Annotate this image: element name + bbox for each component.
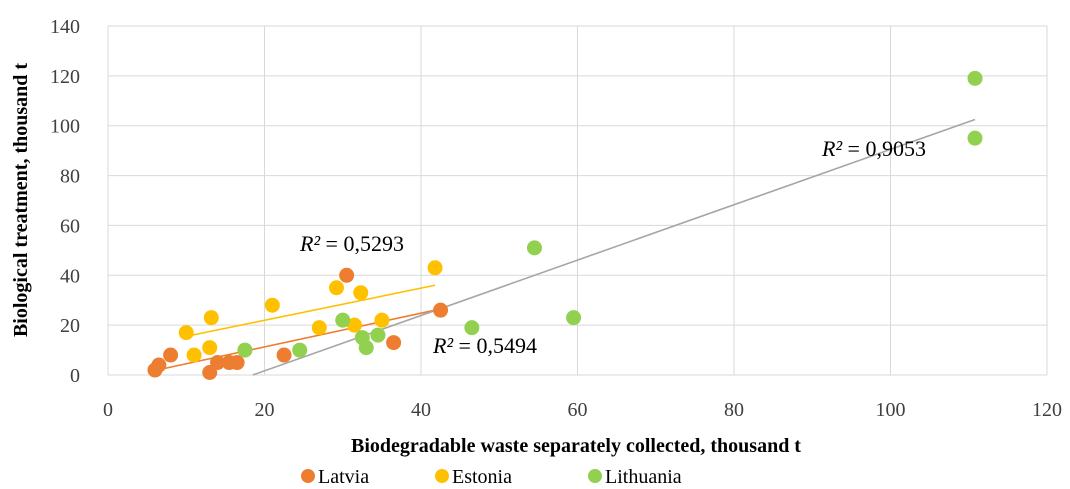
point-lithuania	[967, 130, 983, 146]
y-tick-label: 80	[60, 166, 80, 188]
point-lithuania	[358, 340, 374, 356]
tick-labels: 0 20 40 60 80 100 120 0 20 40 60 80 100 120 140	[50, 16, 1062, 421]
trendline-estonia	[186, 284, 436, 338]
gridlines	[107, 25, 1048, 376]
legend-item-latvia: Latvia	[301, 466, 369, 488]
r2-label-latvia: R² = 0,5494	[432, 333, 537, 358]
x-tick-label: 60	[568, 399, 588, 421]
x-tick-label: 80	[724, 399, 744, 421]
point-lithuania	[526, 240, 542, 256]
y-tick-label: 0	[70, 365, 80, 387]
y-tick-label: 140	[50, 16, 80, 38]
point-latvia	[386, 335, 402, 351]
r2-labels: R² = 0,5494 R² = 0,5293 R² = 0,9053	[299, 136, 926, 358]
y-tick-label: 20	[60, 315, 80, 337]
legend-marker	[435, 469, 449, 483]
point-lithuania	[292, 342, 308, 358]
y-axis-title: Biological treatment, thousand t	[10, 63, 32, 337]
x-tick-label: 40	[411, 399, 431, 421]
legend: Latvia Estonia Lithuania	[301, 466, 682, 488]
point-estonia	[353, 285, 369, 301]
legend-label: Latvia	[318, 466, 369, 488]
data-points	[147, 70, 983, 381]
trendline-latvia	[154, 308, 441, 372]
y-tick-label: 120	[50, 66, 80, 88]
point-latvia	[276, 347, 292, 363]
legend-label: Lithuania	[605, 466, 682, 488]
point-lithuania	[464, 320, 480, 336]
x-tick-label: 100	[876, 399, 906, 421]
point-estonia	[346, 317, 362, 333]
x-axis-title: Biodegradable waste separately collected…	[351, 435, 801, 457]
legend-label: Estonia	[452, 466, 512, 488]
y-tick-label: 60	[60, 215, 80, 237]
point-latvia	[339, 267, 355, 283]
point-estonia	[178, 325, 194, 341]
r2-label-estonia: R² = 0,5293	[299, 231, 404, 256]
y-tick-label: 100	[50, 116, 80, 138]
point-lithuania	[237, 342, 253, 358]
legend-item-estonia: Estonia	[435, 466, 512, 488]
r2-label-lithuania: R² = 0,9053	[821, 136, 926, 161]
point-estonia	[374, 312, 390, 328]
point-latvia	[151, 357, 167, 373]
point-estonia	[311, 320, 327, 336]
legend-marker	[588, 469, 602, 483]
point-lithuania	[370, 327, 386, 343]
x-tick-label: 20	[255, 399, 275, 421]
x-tick-label: 0	[103, 399, 113, 421]
legend-item-lithuania: Lithuania	[588, 466, 682, 488]
point-estonia	[202, 340, 218, 356]
y-tick-label: 40	[60, 265, 80, 287]
point-lithuania	[967, 70, 983, 86]
x-tick-label: 120	[1032, 399, 1062, 421]
point-estonia	[328, 280, 344, 296]
point-latvia	[229, 355, 245, 371]
point-lithuania	[566, 310, 582, 326]
point-estonia	[186, 347, 202, 363]
point-lithuania	[335, 312, 351, 328]
point-latvia	[210, 355, 226, 371]
point-latvia	[433, 302, 449, 318]
legend-marker	[301, 469, 315, 483]
point-estonia	[203, 310, 219, 326]
point-latvia	[163, 347, 179, 363]
point-estonia	[264, 297, 280, 313]
point-estonia	[427, 260, 443, 276]
